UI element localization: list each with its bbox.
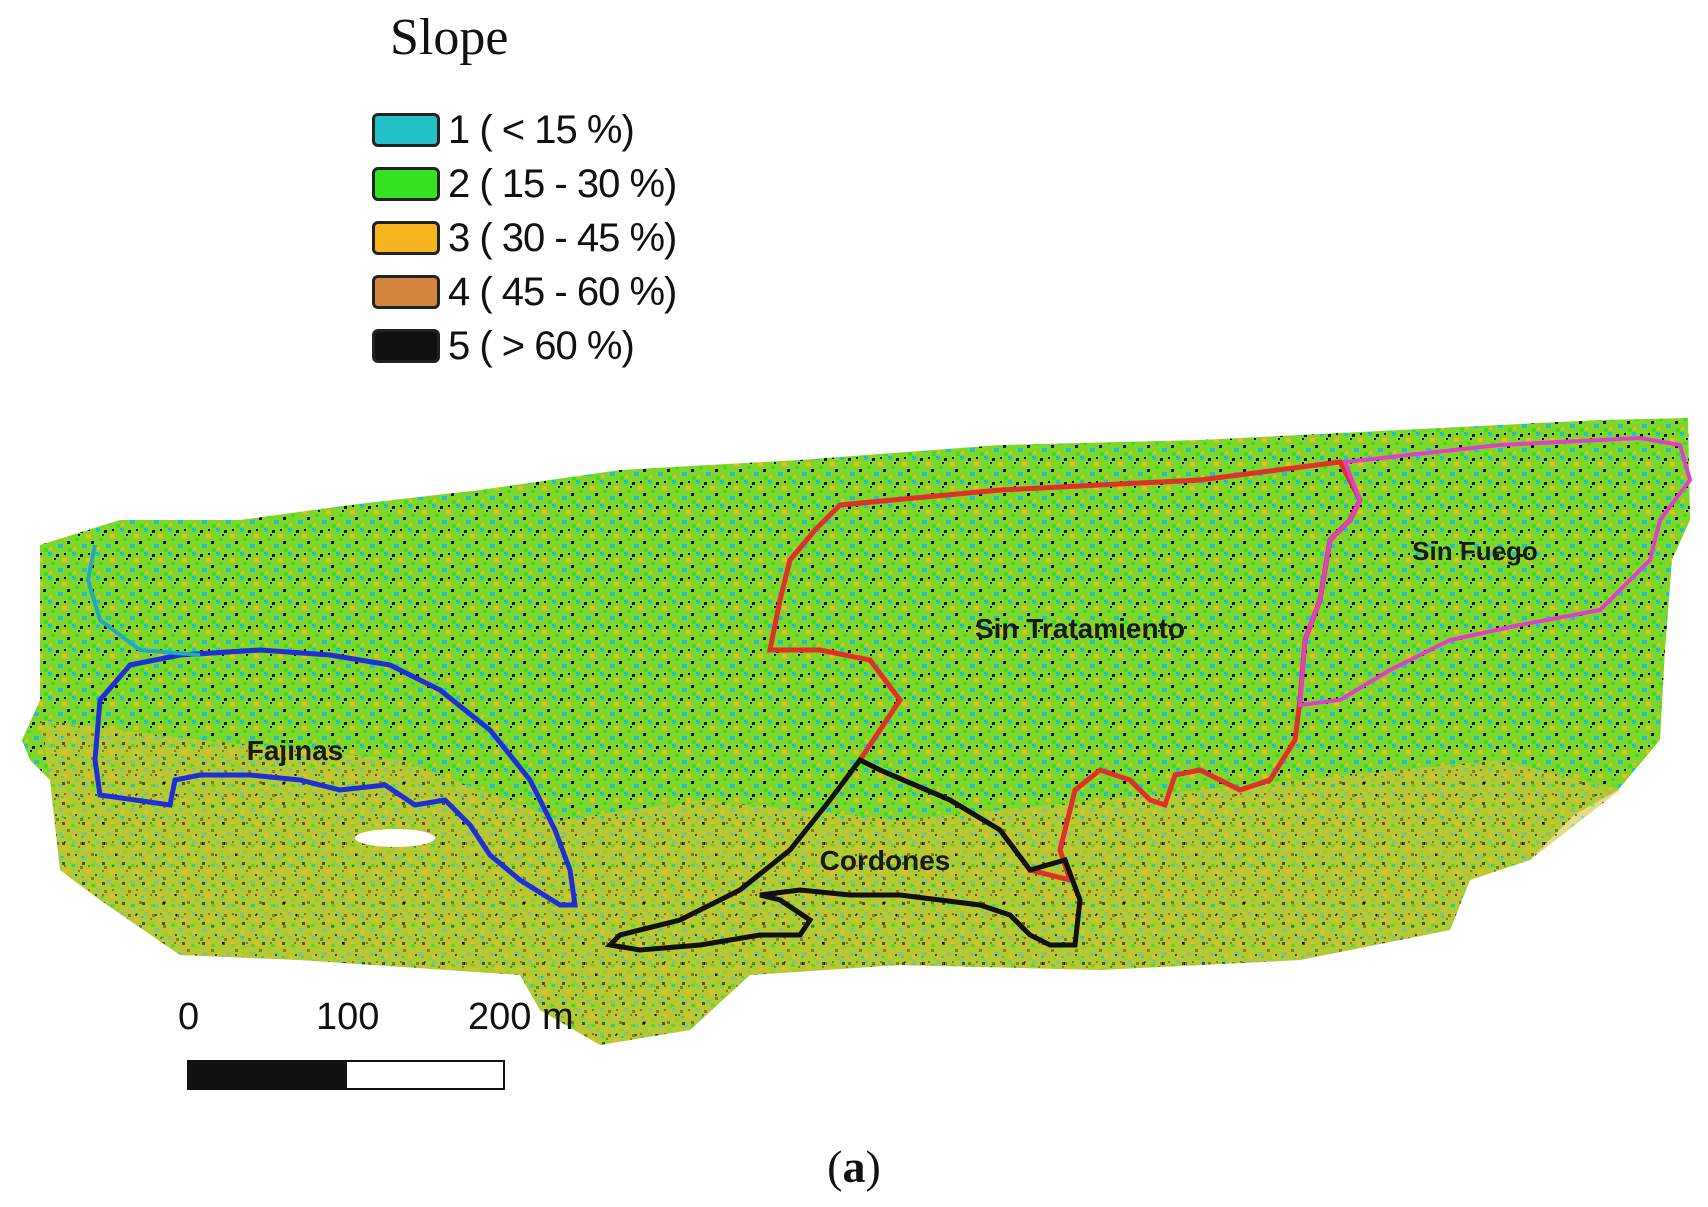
zone-label-fajinas: Fajinas [247,735,343,766]
scale-bar-segment-1 [187,1060,347,1090]
zone-label-sin-fuego: Sin Fuego [1412,536,1538,566]
legend-label-3: 3 ( 30 - 45 %) [448,215,677,260]
legend-swatch-1 [372,113,440,147]
cordones-outline [604,756,1083,953]
legend-label-2: 2 ( 15 - 30 %) [448,161,677,206]
legend-swatch-2 [372,167,440,201]
scale-label-0: 0 [178,996,200,1038]
legend-item-4: 4 ( 45 - 60 %) [372,269,677,314]
scale-label-100: 100 [316,996,380,1038]
legend-title: Slope [390,9,509,66]
figure-caption: (a) [0,1140,1708,1193]
legend-item-3: 3 ( 30 - 45 %) [372,215,677,260]
sin-fuego-outline [1297,435,1693,708]
legend-swatch-5 [372,329,440,363]
legend-item-2: 2 ( 15 - 30 %) [372,161,677,206]
legend-label-4: 4 ( 45 - 60 %) [448,269,677,314]
zone-label-cordones: Cordones [820,845,951,876]
drainage-channel [85,544,201,657]
zone-label-sin-tratamiento: Sin Tratamiento [975,613,1185,644]
legend-item-1: 1 ( < 15 %) [372,107,635,152]
scale-label-200: 200 m [468,996,574,1038]
fajinas-outline [92,647,578,908]
scale-bar-segment-2 [345,1060,505,1090]
legend-swatch-4 [372,275,440,309]
caption-open-paren: ( [827,1141,843,1192]
legend-label-1: 1 ( < 15 %) [448,107,635,152]
water-gap [355,829,435,847]
legend-label-5: 5 ( > 60 %) [448,323,635,368]
caption-letter: a [842,1141,866,1192]
legend-swatch-3 [372,221,440,255]
caption-close-paren: ) [865,1141,881,1192]
legend-item-5: 5 ( > 60 %) [372,323,635,368]
